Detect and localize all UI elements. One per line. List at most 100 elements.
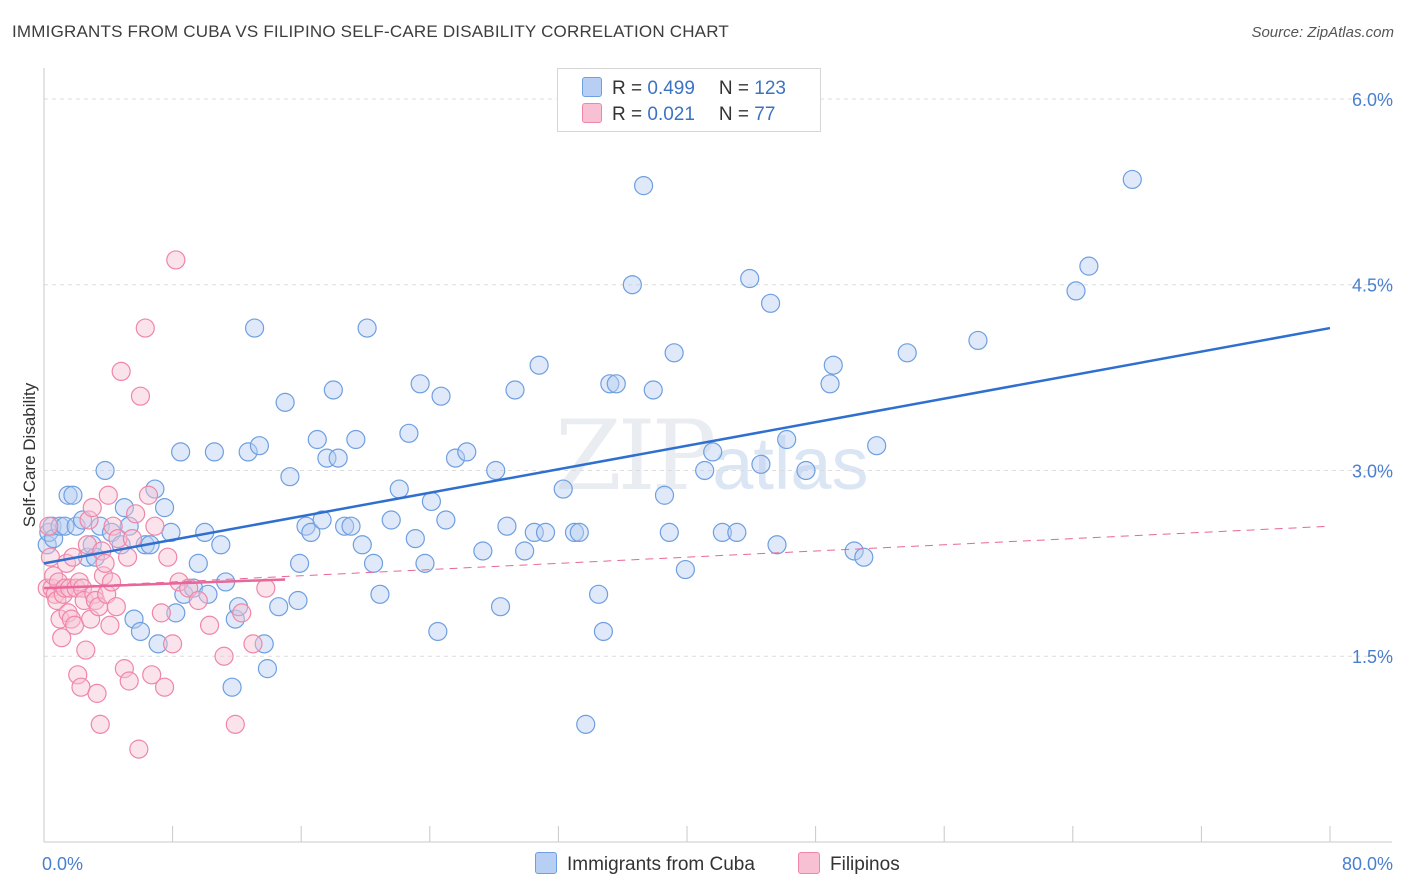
filipinos-point [68,665,88,685]
cuba-point [204,442,224,462]
cuba-point [897,343,917,363]
cuba-point [588,584,609,604]
filipinos-point [145,516,165,536]
filipinos-point [98,485,118,505]
cuba-point [130,621,151,642]
cuba-point [312,510,332,530]
cuba-point [421,491,442,512]
filipinos-point [52,628,72,648]
cuba-point [399,423,419,443]
cuba-point [114,498,134,518]
y-tick-label: 3.0% [1352,461,1393,481]
filipinos-point [45,584,65,604]
cuba-point [222,677,242,697]
cuba-point [1066,281,1086,301]
cuba-point [249,436,270,456]
cuba-point [675,559,695,580]
chart-title: IMMIGRANTS FROM CUBA VS FILIPINO SELF-CA… [12,22,729,41]
filipinos-point [64,615,85,635]
filipinos-point [103,516,123,536]
filipinos-point [130,386,151,406]
cuba-point [820,374,840,394]
filipinos-trend-line [43,578,286,590]
x-tick-label: 80.0% [1342,854,1393,874]
filipinos-point [74,590,94,611]
filipinos-point [243,634,263,654]
filipinos-point [166,250,186,270]
legend-row-cuba: R = 0.499 N = 123 [582,77,786,101]
bottom-legend-label-filipinos: Filipinos [830,854,900,875]
cuba-point [654,485,675,505]
cuba-point [44,528,64,549]
cuba-point [740,268,760,289]
cuba-point [569,522,589,543]
cuba-point [289,553,310,573]
legend-n-value: 123 [754,78,786,99]
cuba-point [486,460,506,481]
bottom-legend-filipinos: Filipinos [798,852,900,878]
bottom-legend-cuba: Immigrants from Cuba [535,852,755,878]
cuba-point [357,318,377,338]
correlation-legend: R = 0.499 N = 123 R = 0.021 N = 77 [557,68,821,132]
cuba-point [497,516,517,536]
cuba-point [703,442,723,462]
legend-r-label: R = [612,104,648,125]
cuba-point [633,176,654,196]
y-tick-label: 1.5% [1352,647,1393,667]
cuba-point [415,553,435,573]
cuba-point [280,467,300,487]
cuba-trend-line [43,326,1331,565]
cuba-point [257,659,278,679]
filipinos-point [158,547,178,567]
legend-swatch-filipinos [582,103,602,123]
cuba-point [211,535,231,555]
cuba-point [148,634,168,654]
cuba-point [238,442,258,462]
filipinos-point [79,510,99,530]
cuba-point [431,386,451,406]
cuba-point [370,584,390,604]
legend-r-label: R = [612,78,648,99]
cuba-point [564,522,585,543]
filipinos-point [225,714,245,734]
cuba-point [854,547,874,567]
cuba-point [664,343,684,363]
filipinos-point [114,659,134,679]
filipinos-point [82,498,102,518]
cuba-point [63,485,83,505]
legend-n-value: 77 [754,104,776,125]
cuba-point [188,553,208,573]
filipinos-point [126,504,146,524]
cuba-point [823,355,843,375]
filipinos-point [214,646,234,666]
cuba-point [727,522,747,543]
legend-r-value: 0.499 [647,78,695,99]
cuba-point [643,380,663,400]
cuba-point [50,516,70,536]
cuba-point [777,429,797,450]
cuba-point [428,621,448,642]
bottom-legend-swatch-filipinos [798,852,820,874]
filipinos-point [71,677,91,697]
cuba-point [473,541,493,561]
y-tick-label: 6.0% [1352,90,1393,110]
cuba-point [457,442,477,462]
filipinos-point [108,528,128,549]
filipinos-point [106,597,126,617]
cuba-point [58,485,78,505]
cuba-point [405,528,425,549]
cuba-point [363,553,384,573]
cuba-point [553,479,573,499]
cuba-point [844,541,864,561]
filipinos-point [119,671,139,691]
cuba-point [95,460,115,481]
filipinos-point [138,485,159,505]
legend-n-label: N = [718,104,755,125]
cuba-point [269,597,289,617]
cuba-point [1122,169,1142,190]
y-tick-label: 4.5% [1352,276,1393,296]
cuba-point [529,355,549,375]
filipinos-point [232,603,252,623]
filipinos-point [129,739,149,759]
